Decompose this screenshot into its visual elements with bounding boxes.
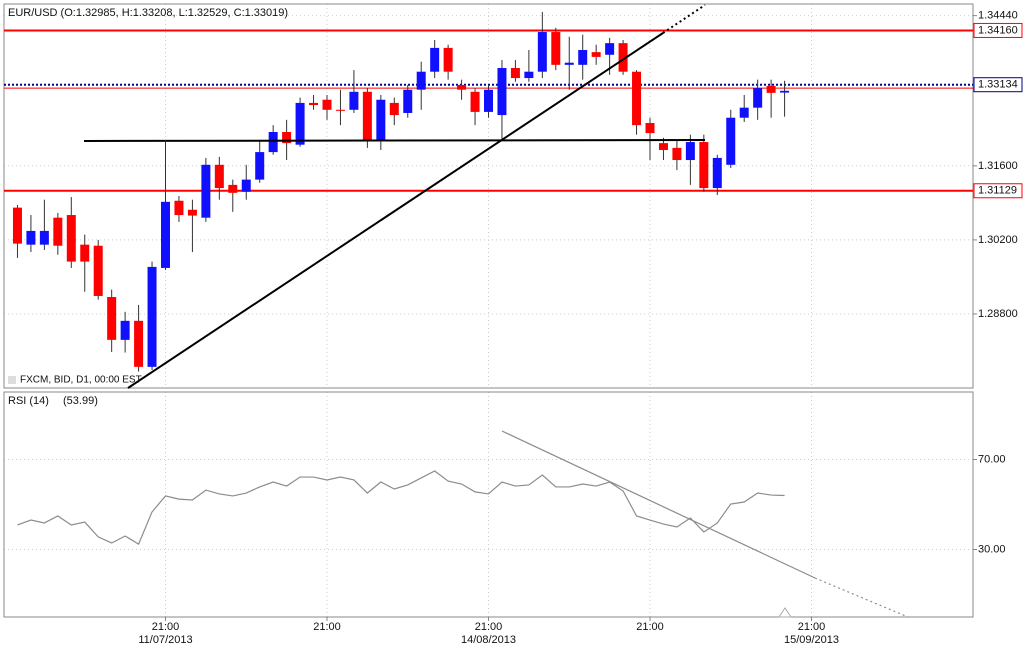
candle-body — [497, 68, 507, 116]
y-tick-label: 30.00 — [978, 543, 1006, 555]
candle-body — [161, 201, 170, 268]
candle-body — [645, 123, 655, 134]
candle-body — [739, 107, 749, 118]
candles — [12, 11, 790, 372]
candle-body — [174, 200, 184, 216]
candle-body — [403, 89, 413, 113]
source-label: FXCM, BID, D1, 00:00 EST — [20, 375, 142, 386]
x-date-label: 14/08/2013 — [461, 634, 516, 646]
price-panel — [3, 3, 974, 389]
level-label: 1.33134 — [978, 79, 1018, 91]
source-icon — [8, 376, 16, 384]
candle-body — [578, 50, 588, 65]
chart-title: EUR/USD (O:1.32985, H:1.33208, L:1.32529… — [8, 7, 288, 19]
rsi-trend-line — [501, 430, 816, 579]
candle-body — [389, 102, 399, 116]
levels — [4, 29, 973, 192]
candle-body — [295, 102, 305, 145]
x-tick-label: 21:00 — [313, 621, 341, 633]
candle-body — [753, 88, 763, 108]
candle-body — [335, 109, 345, 111]
candle-body — [658, 143, 668, 150]
candle-body — [187, 209, 197, 216]
y-tick-label: 1.28800 — [978, 308, 1018, 320]
candle-body — [268, 132, 278, 153]
candle-body — [322, 99, 332, 110]
candle-body — [309, 102, 319, 106]
candle-body — [107, 297, 117, 340]
candle-body — [255, 152, 265, 180]
candle-body — [591, 52, 601, 57]
rsi-trend-extension — [814, 577, 909, 618]
candle-body — [524, 71, 534, 79]
level-label-box — [973, 77, 1023, 93]
candle-body — [26, 230, 36, 245]
y-tick-label: 1.30200 — [978, 234, 1018, 246]
candle-body — [672, 147, 682, 161]
rsi-current: (53.99) — [63, 395, 98, 407]
x-tick-label: 21:00 — [636, 621, 664, 633]
trend-line — [127, 32, 664, 389]
candle-body — [214, 164, 224, 189]
x-date-label: 15/09/2013 — [784, 634, 839, 646]
candle-body — [147, 266, 157, 367]
candle-body — [93, 245, 103, 296]
candle-body — [430, 47, 440, 72]
candle-body — [66, 215, 76, 262]
candle-body — [632, 71, 642, 126]
x-tick-label: 21:00 — [475, 621, 503, 633]
candle-body — [80, 244, 90, 262]
trend-line-extension — [662, 4, 706, 34]
x-tick-label: 21:00 — [152, 621, 180, 633]
level-label-box — [973, 22, 1023, 38]
y-tick-label: 1.34440 — [978, 10, 1018, 22]
x-tick-label: 21:00 — [798, 621, 826, 633]
candle-body — [564, 62, 574, 65]
support-line — [83, 139, 706, 142]
y-tick-label: 70.00 — [978, 453, 1006, 465]
candle-body — [443, 47, 453, 72]
level-label: 1.34160 — [978, 24, 1018, 36]
candle-body — [53, 217, 63, 246]
candle-body — [510, 68, 520, 79]
y-tick-label: 1.31600 — [978, 160, 1018, 172]
candle-body — [726, 117, 736, 165]
candle-body — [484, 89, 493, 112]
candle-body — [241, 179, 251, 192]
candle-body — [685, 142, 695, 161]
candle-body — [712, 157, 722, 189]
candle-body — [39, 230, 49, 245]
candle-body — [282, 132, 292, 144]
candle-body — [201, 164, 211, 218]
candle-body — [349, 91, 359, 110]
candle-body — [457, 84, 467, 90]
rsi-title: RSI (14) — [8, 395, 49, 407]
candle-body — [551, 32, 561, 65]
x-date-label: 11/07/2013 — [138, 634, 192, 646]
candle-body — [537, 32, 547, 72]
candle-body — [780, 90, 790, 93]
candle-body — [362, 91, 372, 140]
candle-body — [605, 43, 615, 55]
candle-body — [228, 184, 238, 193]
rsi-line — [17, 470, 785, 545]
level-label: 1.31129 — [978, 185, 1017, 197]
candle-body — [120, 320, 130, 340]
candle-body — [376, 99, 386, 140]
candle-body — [618, 43, 628, 72]
marker-icon — [778, 607, 792, 618]
candle-body — [699, 142, 709, 189]
candle-body — [12, 207, 22, 244]
level-label-box — [973, 183, 1023, 199]
candle-body — [416, 71, 426, 90]
candle-body — [470, 91, 480, 112]
candle-body — [134, 320, 144, 367]
candle-body — [766, 85, 776, 93]
